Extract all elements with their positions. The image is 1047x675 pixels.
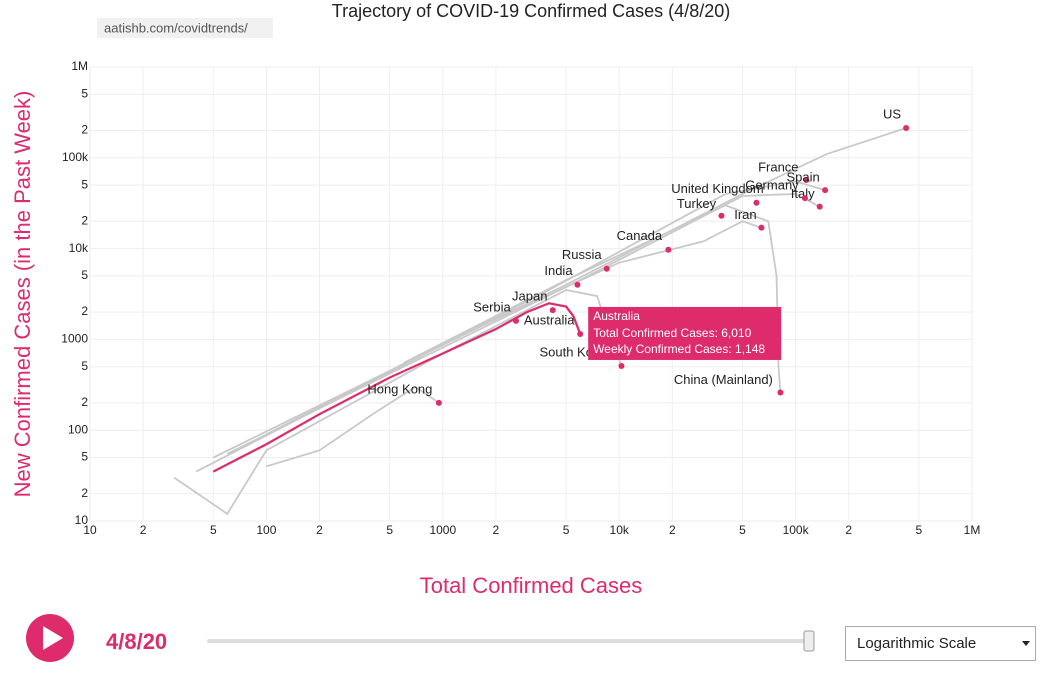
y-tick-label: 1000 — [61, 332, 88, 346]
point-label: Australia — [524, 312, 575, 327]
point — [577, 330, 584, 337]
point-label: United Kingdom — [671, 181, 764, 196]
plot: 10 2 5 100 2 5 1000 2 5 10k 2 5 100k 2 5 1M 10 2 5 100 2 5 100… — [61, 59, 980, 537]
trajectory — [212, 302, 582, 473]
point-label: Serbia — [473, 299, 511, 314]
y-tick-label: 2 — [81, 486, 88, 500]
x-tick-label: 5 — [210, 523, 217, 537]
scale-option: Logarithmic Scale — [857, 635, 976, 652]
point-label: Spain — [786, 170, 819, 185]
tooltip — [588, 306, 782, 360]
x-tick-label: 10 — [83, 523, 97, 537]
point-label: China (Mainland) — [674, 372, 773, 387]
x-tick-label: 2 — [669, 523, 676, 537]
point-label: Russia — [562, 247, 603, 262]
x-axis-label: Total Confirmed Cases — [420, 573, 643, 598]
y-tick-label: 2 — [81, 304, 88, 318]
slider-track[interactable] — [207, 639, 810, 643]
y-axis-label: New Confirmed Cases (in the Past Week) — [10, 91, 35, 498]
source: aatishb.com/covidtrends/ — [104, 20, 248, 35]
point — [777, 389, 784, 396]
y-tick-label: 2 — [81, 213, 88, 227]
point — [574, 281, 581, 288]
x-tick-label: 5 — [386, 523, 393, 537]
y-tick-label: 2 — [81, 123, 88, 137]
point — [618, 362, 625, 369]
slider-handle[interactable] — [803, 630, 815, 652]
point — [758, 224, 765, 231]
x-tick-label: 1M — [964, 523, 981, 537]
point — [435, 399, 442, 406]
point-label: Hong Kong — [367, 381, 432, 396]
select-arrow — [1022, 641, 1030, 646]
trajectory — [403, 204, 782, 393]
point-label: France — [758, 159, 798, 174]
point — [665, 246, 672, 253]
point — [801, 195, 808, 202]
x-tick-label: 2 — [845, 523, 852, 537]
date: 4/8/20 — [106, 629, 167, 654]
point-label: Canada — [617, 228, 663, 243]
y-tick-label: 5 — [81, 450, 88, 464]
source-box — [97, 18, 273, 38]
tooltip-title: Australia — [593, 309, 640, 323]
point — [903, 124, 910, 131]
y-tick-label: 100k — [62, 150, 89, 164]
y-tick-label: 5 — [81, 177, 88, 191]
x-tick-label: 2 — [493, 523, 500, 537]
point — [603, 265, 610, 272]
x-tick-label: 5 — [563, 523, 570, 537]
play-icon — [43, 626, 63, 650]
point-label: Turkey — [677, 196, 717, 211]
tooltip-line: Weekly Confirmed Cases: 1,148 — [593, 342, 765, 356]
y-tick-label: 2 — [81, 395, 88, 409]
point — [803, 176, 810, 183]
point-label: US — [883, 106, 901, 121]
x-tick-label: 10k — [610, 523, 630, 537]
y-tick-label: 10 — [75, 513, 89, 527]
x-tick-label: 2 — [140, 523, 147, 537]
x-tick-label: 1000 — [429, 523, 456, 537]
y-tick-label: 5 — [81, 87, 88, 101]
x-tick-label: 5 — [916, 523, 923, 537]
point — [513, 317, 520, 324]
point-label: Germany — [745, 178, 799, 193]
point — [549, 307, 556, 314]
point — [822, 187, 829, 194]
point — [718, 212, 725, 219]
y-tick-label: 10k — [69, 241, 89, 255]
point — [753, 199, 760, 206]
x-tick-label: 5 — [739, 523, 746, 537]
chart-title: Trajectory of COVID-19 Confirmed Cases (… — [332, 1, 730, 21]
point — [816, 203, 823, 210]
point-label: India — [544, 263, 573, 278]
y-tick-label: 5 — [81, 268, 88, 282]
point-label: Japan — [512, 289, 547, 304]
x-tick-label: 100 — [256, 523, 276, 537]
y-tick-label: 100 — [68, 422, 88, 436]
tooltip-line: Total Confirmed Cases: 6,010 — [593, 326, 751, 340]
y-tick-label: 5 — [81, 359, 88, 373]
point-label: Iran — [734, 207, 756, 222]
trajectory — [226, 193, 821, 455]
x-tick-label: 100k — [783, 523, 810, 537]
trajectory — [266, 385, 440, 468]
y-tick-label: 1M — [71, 59, 88, 73]
scale-select[interactable] — [845, 626, 1036, 661]
point-label: Italy — [791, 186, 815, 201]
x-tick-label: 2 — [316, 523, 323, 537]
